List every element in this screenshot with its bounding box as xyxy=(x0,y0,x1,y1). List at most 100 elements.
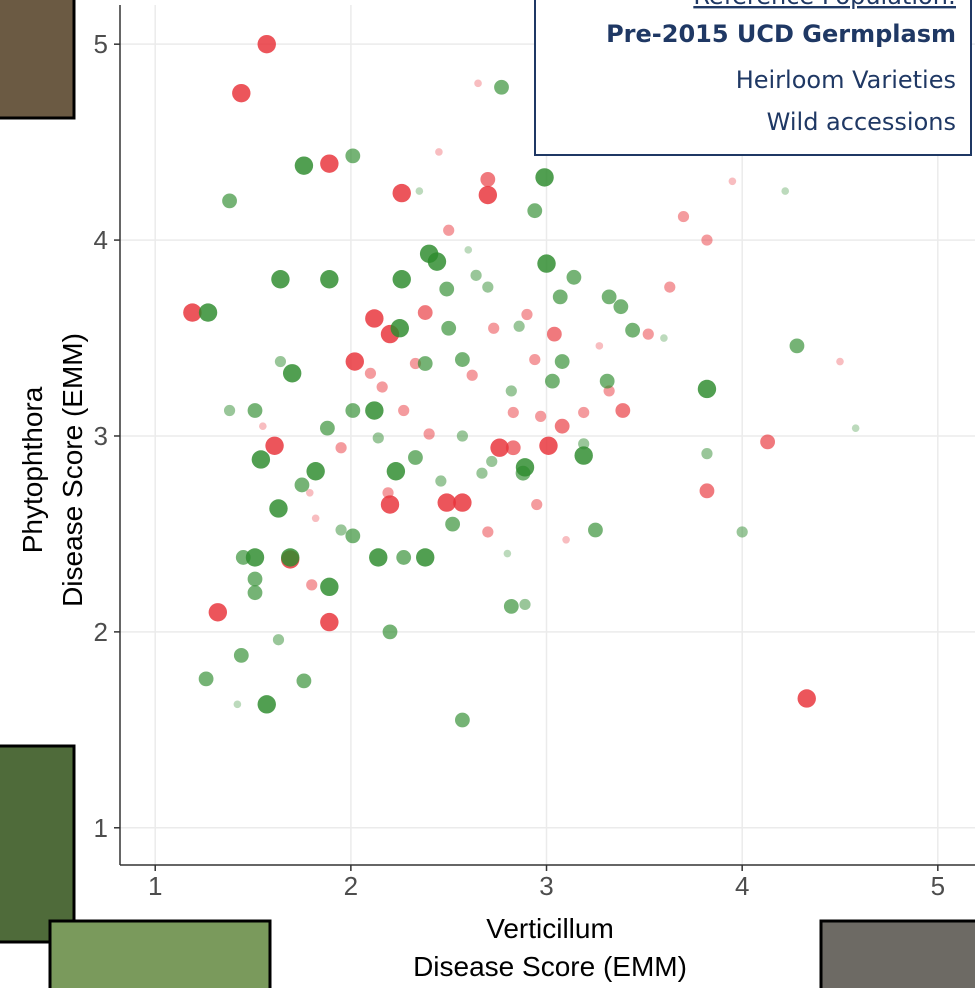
y-tick-label: 2 xyxy=(94,617,108,647)
point xyxy=(480,171,496,187)
point xyxy=(294,156,314,175)
point xyxy=(595,342,604,350)
point xyxy=(527,203,543,219)
point xyxy=(445,516,461,532)
point xyxy=(613,299,629,315)
x-axis-title: Verticillum xyxy=(486,913,614,944)
point xyxy=(578,438,590,450)
point xyxy=(601,289,617,305)
point xyxy=(417,356,433,371)
point xyxy=(546,326,562,342)
point xyxy=(335,442,347,454)
point xyxy=(625,322,641,338)
point xyxy=(272,634,285,646)
point xyxy=(615,403,631,418)
point xyxy=(223,404,236,417)
point xyxy=(265,436,284,455)
point xyxy=(642,328,654,340)
point xyxy=(345,528,361,544)
point xyxy=(507,406,519,419)
x-tick-label: 2 xyxy=(344,871,358,901)
point xyxy=(281,548,300,567)
point xyxy=(437,493,456,512)
point xyxy=(554,418,570,434)
point xyxy=(364,367,377,379)
point xyxy=(417,305,433,320)
x-axis-title: Disease Score (EMM) xyxy=(413,951,687,982)
point xyxy=(439,281,455,297)
legend-heading: Reference Population: xyxy=(693,0,956,10)
point xyxy=(544,373,560,389)
point xyxy=(701,234,713,246)
point xyxy=(247,403,263,418)
point xyxy=(232,83,251,103)
point xyxy=(836,357,844,366)
point xyxy=(535,410,547,422)
point xyxy=(554,354,570,369)
point xyxy=(552,289,568,305)
point xyxy=(408,450,423,465)
x-tick-label: 4 xyxy=(735,871,749,901)
photo xyxy=(48,919,272,988)
point xyxy=(599,373,615,389)
point xyxy=(503,549,512,558)
point xyxy=(245,548,265,567)
point xyxy=(453,493,472,512)
point xyxy=(372,432,384,444)
point xyxy=(233,647,249,663)
point xyxy=(435,475,447,487)
point xyxy=(320,270,339,289)
point xyxy=(441,320,457,336)
point xyxy=(269,499,288,518)
point xyxy=(781,187,790,195)
point xyxy=(503,599,519,614)
photo xyxy=(819,919,975,988)
point xyxy=(183,303,202,322)
point xyxy=(423,428,435,440)
point xyxy=(736,526,748,538)
point xyxy=(513,320,525,332)
point xyxy=(664,281,676,293)
point xyxy=(519,598,531,611)
point xyxy=(701,448,713,460)
point xyxy=(390,319,409,338)
photo xyxy=(0,744,76,944)
point xyxy=(198,671,214,687)
point xyxy=(535,168,554,187)
point xyxy=(294,477,310,493)
point xyxy=(296,673,312,689)
point xyxy=(398,404,410,417)
point xyxy=(466,369,478,381)
y-tick-label: 4 xyxy=(94,225,108,255)
y-axis-title: Disease Score (EMM) xyxy=(57,333,88,607)
point xyxy=(697,379,717,399)
point xyxy=(259,422,267,430)
point xyxy=(311,514,320,523)
photo xyxy=(0,0,76,120)
point xyxy=(454,712,470,728)
point xyxy=(529,353,541,366)
point xyxy=(369,548,388,567)
point xyxy=(271,270,290,289)
point xyxy=(531,498,543,511)
point xyxy=(797,689,816,708)
point xyxy=(365,309,384,328)
point xyxy=(476,467,488,479)
point xyxy=(505,385,517,397)
point xyxy=(380,495,400,514)
legend-item: Heirloom Varieties xyxy=(736,66,956,94)
point xyxy=(660,334,668,342)
point xyxy=(474,79,482,88)
point xyxy=(320,577,339,597)
point xyxy=(486,455,498,468)
point xyxy=(274,355,287,368)
point xyxy=(198,303,218,322)
point xyxy=(409,357,422,370)
point xyxy=(521,308,533,321)
point xyxy=(392,183,411,203)
point xyxy=(382,624,398,640)
plot-area: 1 2 3 4 5 1 2 3 4 5 xyxy=(94,5,975,901)
point xyxy=(208,603,228,622)
y-axis-title: Phytophthora xyxy=(17,386,48,553)
